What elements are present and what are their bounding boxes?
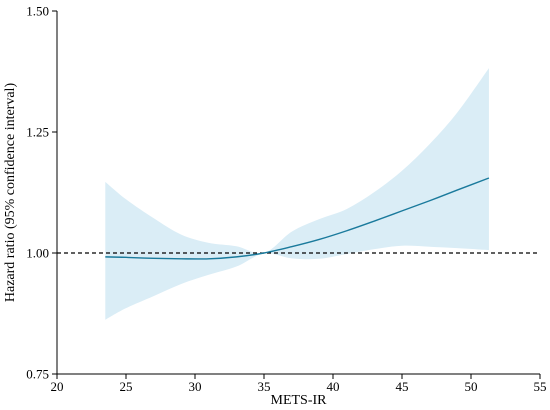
x-tick-label: 20 — [51, 379, 64, 394]
x-tick-label: 50 — [465, 379, 478, 394]
y-tick-label: 1.50 — [26, 4, 49, 19]
ci-band — [105, 68, 489, 320]
x-tick-label: 45 — [396, 379, 409, 394]
x-axis-title: METS-IR — [271, 393, 328, 408]
x-tick-label: 30 — [189, 379, 202, 394]
hazard-ratio-line-layer — [105, 177, 490, 260]
hazard-ratio-line — [105, 177, 490, 260]
axes: 20 25 30 35 40 45 50 55 0.75 1.00 1.25 1.50 — [26, 4, 546, 395]
y-tick-label: 1.25 — [26, 125, 49, 140]
x-tick-label: 40 — [327, 379, 340, 394]
x-tick-label: 25 — [120, 379, 133, 394]
y-axis-title: Hazard ratio (95% confidence interval) — [3, 83, 18, 303]
x-tick-label: 55 — [534, 379, 547, 394]
y-tick-label: 0.75 — [26, 367, 49, 382]
ci-band-layer — [105, 68, 489, 320]
x-tick-label: 35 — [258, 379, 271, 394]
y-tick-label: 1.00 — [26, 246, 49, 261]
